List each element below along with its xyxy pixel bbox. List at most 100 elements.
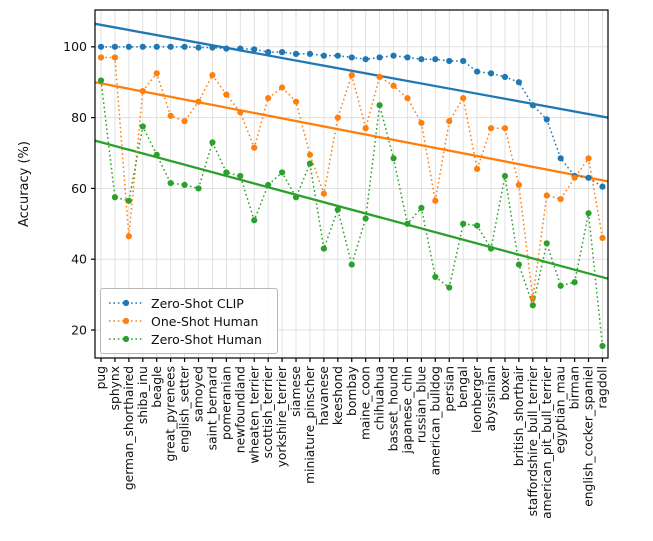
x-tick-label: birman: [568, 366, 582, 409]
data-point: [432, 56, 439, 63]
zero-shot-human-marker-icon: [109, 335, 143, 343]
x-axis-labels: pug sphynx german_shorthaired shiba_inu beag…: [94, 365, 609, 519]
x-tick-label: staffordshire_bull_terrier: [526, 365, 540, 516]
x-tick-label: english_cocker_spaniel: [582, 366, 596, 507]
x-tick-label: boxer: [498, 365, 512, 400]
x-tick-label: ragdoll: [596, 366, 610, 409]
data-point: [125, 197, 132, 204]
data-point: [585, 155, 592, 162]
legend-item-zero-shot-clip: Zero-Shot CLIP: [108, 294, 269, 312]
data-point: [571, 279, 578, 286]
data-point: [557, 282, 564, 289]
data-point: [153, 151, 160, 158]
data-point: [362, 215, 369, 222]
x-tick-label: pug: [94, 366, 108, 389]
y-axis-label: Accuracy (%): [17, 141, 32, 227]
x-tick-label: yorkshire_terrier: [275, 365, 289, 467]
data-point: [543, 192, 550, 199]
data-point: [474, 68, 481, 75]
x-tick-label: british_shorthair: [512, 365, 526, 466]
data-point: [515, 261, 523, 268]
data-point: [501, 125, 509, 132]
data-point: [125, 43, 132, 50]
data-point: [265, 95, 272, 102]
data-point: [306, 151, 314, 158]
x-tick-label: siamese: [289, 366, 303, 417]
data-point: [237, 45, 244, 52]
zero-shot-clip-marker-icon: [109, 299, 143, 307]
trend-line-zero-shot-clip: [94, 22, 609, 119]
data-point: [278, 84, 286, 91]
data-point: [543, 240, 550, 247]
data-point: [446, 57, 453, 65]
x-tick-label: scottish_terrier: [261, 365, 275, 458]
data-point: [306, 50, 314, 57]
series-zero-shot-human: [97, 77, 606, 350]
data-point: [501, 172, 509, 180]
data-point: [167, 112, 174, 119]
data-point: [334, 52, 341, 59]
data-point: [320, 190, 327, 197]
data-point: [557, 155, 564, 162]
data-point: [292, 194, 300, 201]
data-point: [265, 181, 272, 188]
data-point: [139, 123, 146, 130]
y-tick-labels: 20 40 60 80 100: [63, 39, 87, 337]
x-tick-label: american_pit_bull_terrier: [540, 365, 554, 519]
x-tick-label: keeshond: [331, 366, 345, 425]
data-point: [181, 43, 188, 50]
y-tick-label: 40: [71, 252, 87, 267]
data-point: [278, 169, 286, 176]
data-point: [139, 43, 146, 50]
data-point: [320, 52, 327, 59]
axis-ticks: [91, 46, 604, 362]
data-point: [487, 245, 495, 252]
data-point: [585, 210, 592, 217]
data-point: [390, 155, 397, 162]
x-tick-label: newfoundland: [233, 366, 247, 453]
x-tick-label: sphynx: [108, 366, 122, 410]
x-tick-label: wheaten_terrier: [247, 365, 261, 464]
x-tick-label: chihuahua: [373, 366, 387, 430]
data-point: [153, 70, 160, 77]
x-tick-label: abyssinian: [484, 366, 498, 431]
data-point: [195, 44, 202, 51]
data-point: [432, 273, 439, 281]
data-point: [446, 284, 453, 291]
data-point: [348, 72, 355, 79]
data-point: [223, 45, 230, 52]
data-point: [292, 50, 300, 57]
x-tick-label: bombay: [345, 366, 359, 416]
trend-line-zero-shot-human: [94, 139, 609, 280]
data-point: [111, 54, 119, 61]
x-tick-label: german_shorthaired: [122, 366, 136, 490]
x-tick-label: american_bulldog: [428, 366, 442, 475]
data-point: [362, 125, 369, 132]
one-shot-human-marker-icon: [109, 317, 143, 325]
data-point: [390, 82, 397, 89]
data-point: [209, 139, 216, 146]
legend-label: Zero-Shot CLIP: [151, 295, 244, 311]
legend-label: One-Shot Human: [151, 313, 259, 329]
data-point: [167, 43, 174, 50]
data-point: [487, 125, 495, 132]
x-tick-label: bengal: [456, 366, 470, 408]
data-point: [487, 70, 495, 77]
x-tick-label: persian: [442, 366, 456, 412]
data-point: [306, 160, 314, 167]
data-point: [446, 118, 453, 125]
data-point: [181, 118, 188, 125]
y-tick-label: 80: [71, 110, 87, 125]
data-point: [111, 194, 119, 201]
data-point: [209, 72, 216, 79]
data-point: [348, 261, 355, 268]
data-point: [97, 54, 105, 61]
data-point: [376, 102, 383, 109]
x-tick-label: saint_bernard: [205, 366, 219, 450]
y-tick-label: 100: [63, 39, 87, 54]
trend-line-one-shot-human: [94, 81, 609, 183]
data-point: [251, 46, 258, 53]
data-point: [418, 119, 425, 127]
